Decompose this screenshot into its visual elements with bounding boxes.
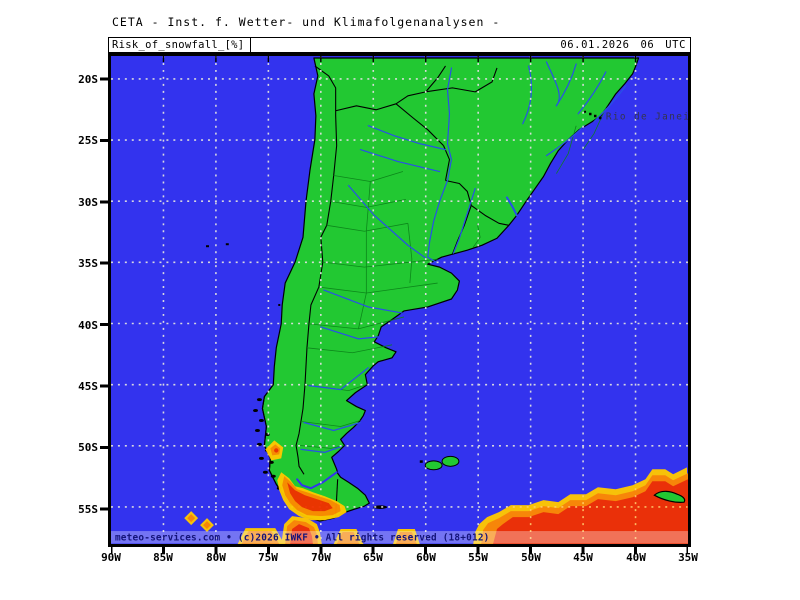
map-canvas: Rio de Janeiro meteo-services.com • (c)2… [111,56,688,544]
lon-label-40w: 40W [626,551,646,564]
header-bar: Risk_of_snowfall_[%] 06.01.2026 06 UTC [108,37,691,53]
lon-label-70w: 70W [311,551,331,564]
lon-label-85w: 85W [153,551,173,564]
lat-label-30s: 30S [78,196,98,209]
south-georgia-island [653,490,686,503]
lat-label-55s: 55S [78,503,98,516]
lat-label-40s: 40S [78,319,98,332]
lon-label-35w: 35W [678,551,698,564]
lon-label-65w: 65W [363,551,383,564]
attribution-bar [111,531,688,544]
lat-label-35s: 35S [78,257,98,270]
city-label-rio: Rio de Janeiro [606,112,688,123]
attribution-text: meteo-services.com • (c)2026 IWKF • All … [115,532,490,543]
lon-label-45w: 45W [573,551,593,564]
lon-label-55w: 55W [468,551,488,564]
lat-axis-ticks [100,56,108,544]
map-frame: Rio de Janeiro meteo-services.com • (c)2… [108,53,691,547]
lat-label-20s: 20S [78,73,98,86]
risk-areas [184,440,688,544]
lon-label-50w: 50W [521,551,541,564]
small-islands [206,243,388,509]
lon-label-80w: 80W [206,551,226,564]
top-tick-marks [162,56,637,62]
product-label-box: Risk_of_snowfall_[%] [109,38,252,52]
graticule [111,56,688,544]
city-marker-rio [584,110,602,120]
falkland-islands [419,455,460,471]
lat-label-45s: 45S [78,380,98,393]
lon-label-90w: 90W [101,551,121,564]
product-label: Risk_of_snowfall_[%] [112,39,245,51]
lat-label-50s: 50S [78,441,98,454]
lon-label-60w: 60W [416,551,436,564]
map-title: CETA - Inst. f. Wetter- und Klimafolgena… [112,15,501,29]
lon-axis-ticks [111,547,688,554]
datetime-label: 06.01.2026 06 UTC [560,39,686,51]
lon-label-75w: 75W [258,551,278,564]
lat-label-25s: 25S [78,134,98,147]
isla-de-los-estados [373,505,388,509]
